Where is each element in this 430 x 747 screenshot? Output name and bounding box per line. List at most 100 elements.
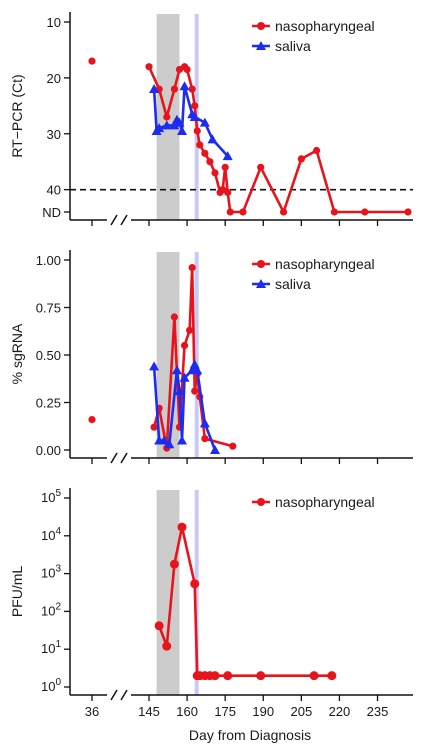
legend-label: nasopharyngeal <box>275 494 375 510</box>
y-tick-label: 10 <box>47 15 61 30</box>
legend-marker <box>256 279 266 288</box>
data-point <box>190 579 200 589</box>
shaded-band <box>194 252 199 458</box>
y-tick-label: 104 <box>41 526 61 543</box>
legend-item: nasopharyngeal <box>252 494 375 510</box>
data-point <box>206 158 214 166</box>
y-tick-label: 0.25 <box>36 396 61 411</box>
data-point <box>211 169 219 177</box>
data-point <box>164 439 175 449</box>
y-tick-label: 101 <box>41 639 61 656</box>
data-point <box>191 102 199 110</box>
data-point <box>174 117 185 127</box>
data-point <box>210 671 220 681</box>
data-point <box>257 163 265 171</box>
data-point <box>174 386 185 396</box>
data-point <box>88 416 96 424</box>
data-point <box>309 671 319 681</box>
data-point <box>162 641 172 651</box>
data-point <box>145 63 153 71</box>
data-point <box>159 435 170 445</box>
axis-break-mark <box>120 214 128 226</box>
data-point <box>199 418 210 428</box>
x-axis-title: Day from Diagnosis <box>189 727 311 743</box>
y-tick-label: 105 <box>41 488 61 505</box>
legend-marker <box>257 22 265 30</box>
data-point <box>188 264 196 272</box>
axis-break-mark <box>120 452 128 464</box>
data-point <box>201 435 209 443</box>
data-point <box>196 141 204 149</box>
data-point <box>224 188 232 197</box>
data-point <box>150 423 158 431</box>
x-tick-label: 190 <box>252 704 274 719</box>
data-point <box>88 57 96 65</box>
data-point <box>179 372 190 382</box>
y-axis-title: % sgRNA <box>9 323 25 384</box>
series-saliva <box>149 359 221 454</box>
y-tick-label: 20 <box>47 71 61 86</box>
axis-break-mark <box>110 689 118 701</box>
data-point <box>149 361 160 371</box>
data-point <box>404 208 412 216</box>
legend-label: saliva <box>275 276 311 292</box>
data-point <box>177 125 188 135</box>
data-point <box>170 85 178 93</box>
data-point <box>223 671 233 681</box>
shaded-band <box>156 490 180 695</box>
chart-panel-sgrna: 0.00 0.25 0.50 0.75 1.00 % sgRNA nasopharyngea… <box>9 250 413 464</box>
data-point <box>279 208 288 216</box>
data-point <box>154 621 164 631</box>
legend-marker <box>256 41 266 50</box>
data-point <box>207 134 218 144</box>
data-point <box>149 84 160 94</box>
data-point <box>210 445 221 454</box>
series-saliva <box>149 81 233 161</box>
data-point <box>188 85 196 93</box>
y-tick-label: ND <box>42 205 61 220</box>
data-point <box>327 671 337 681</box>
data-point <box>186 326 194 334</box>
y-tick-label: 30 <box>47 127 61 142</box>
y-axis-title: RT−PCR (Ct) <box>9 74 25 157</box>
y-tick-label: 0.50 <box>36 348 61 363</box>
x-tick-label: 235 <box>367 704 389 719</box>
data-point <box>193 127 201 135</box>
y-tick-label: 0.75 <box>36 301 61 316</box>
data-point <box>163 113 171 121</box>
series-line-nasopharyngeal <box>157 525 332 677</box>
data-point <box>221 163 229 171</box>
chart-panel-ct: 10 20 30 40 ND RT−PCR (Ct) nasopharyngeal saliv… <box>9 12 413 226</box>
x-tick-label: 205 <box>291 704 313 719</box>
data-point <box>177 435 188 445</box>
data-point <box>312 146 321 155</box>
data-point <box>189 112 200 121</box>
legend-item: nasopharyngeal <box>252 18 375 34</box>
x-tick-label: 145 <box>138 704 160 719</box>
y-axis-title: PFU/mL <box>9 566 25 618</box>
data-point <box>199 117 210 127</box>
legend-item: saliva <box>252 276 311 292</box>
series-nasopharyngeal <box>88 416 96 424</box>
data-point <box>171 365 182 375</box>
series-nasopharyngeal <box>145 63 412 216</box>
data-point <box>330 208 338 216</box>
data-point <box>226 208 234 216</box>
legend-marker <box>257 498 265 506</box>
axis-break-mark <box>120 689 128 701</box>
shaded-band <box>194 490 199 695</box>
data-point <box>169 559 179 569</box>
data-point <box>154 123 165 133</box>
data-point <box>180 341 189 350</box>
series-nasopharyngeal <box>88 57 96 65</box>
axis-break-mark <box>110 452 118 464</box>
data-point <box>229 442 237 450</box>
series-nasopharyngeal <box>154 522 337 681</box>
data-point <box>169 120 180 130</box>
data-point <box>297 155 305 163</box>
legend-label: saliva <box>275 38 311 54</box>
y-tick-label: 100 <box>41 677 61 694</box>
data-point <box>239 208 247 216</box>
data-point <box>161 120 172 130</box>
